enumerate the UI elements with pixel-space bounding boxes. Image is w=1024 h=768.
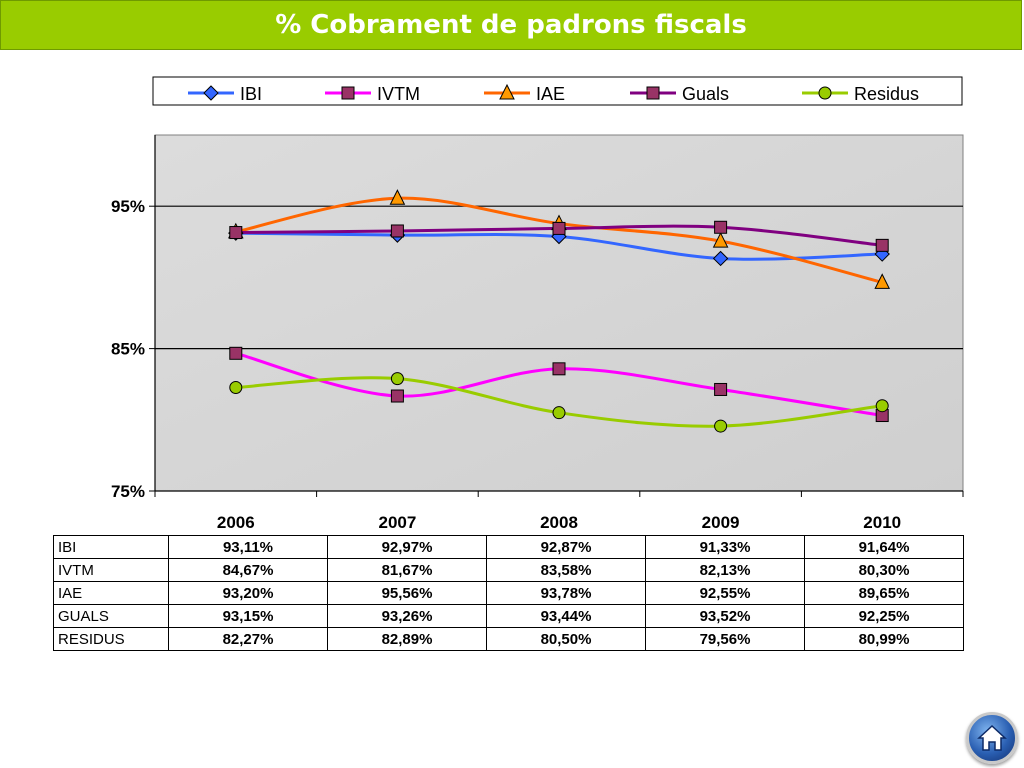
table-cell: 92,25%	[804, 604, 964, 628]
table-cell: 95,56%	[327, 581, 487, 605]
point-guals	[390, 224, 404, 238]
table-cell: 91,33%	[645, 535, 805, 559]
table-cell: 83,58%	[486, 558, 646, 582]
table-cell: 89,65%	[804, 581, 964, 605]
point-guals	[229, 226, 243, 240]
table-cell: 93,20%	[168, 581, 328, 605]
axes: 75% 85% 95%	[111, 135, 964, 501]
table-row: IVTM 84,67% 81,67% 83,58% 82,13% 80,30%	[53, 558, 964, 582]
table-cell: 80,50%	[486, 627, 646, 651]
plot-area	[154, 134, 964, 492]
table-cell: 93,44%	[486, 604, 646, 628]
legend-marker-guals	[646, 86, 660, 100]
table-cell: 80,30%	[804, 558, 964, 582]
point-ivtm	[552, 362, 566, 376]
point-iae	[874, 273, 891, 289]
home-button[interactable]	[966, 712, 1018, 764]
table-row: RESIDUS 82,27% 82,89% 80,50% 79,56% 80,99%	[53, 627, 964, 651]
table-row: IAE 93,20% 95,56% 93,78% 92,55% 89,65%	[53, 581, 964, 605]
table-cell: 93,15%	[168, 604, 328, 628]
legend-label-ivtm: IVTM	[377, 84, 420, 104]
point-guals	[552, 221, 566, 235]
point-residus	[875, 399, 889, 413]
point-ivtm	[390, 389, 404, 403]
x-tick-label: 2009	[702, 513, 740, 532]
table-cell: 93,11%	[168, 535, 328, 559]
page-title: % Cobrament de padrons fiscals	[275, 10, 747, 40]
point-residus	[229, 380, 243, 394]
table-cell: 93,26%	[327, 604, 487, 628]
point-guals	[875, 238, 889, 252]
table-cell: 92,87%	[486, 535, 646, 559]
x-tick-label: 2010	[863, 513, 901, 532]
y-tick-label: 85%	[111, 340, 145, 359]
table-row: GUALS 93,15% 93,26% 93,44% 93,52% 92,25%	[53, 604, 964, 628]
table-cell: 93,52%	[645, 604, 805, 628]
series-markers	[227, 189, 891, 433]
point-residus	[552, 406, 566, 420]
title-bar: % Cobrament de padrons fiscals	[0, 0, 1022, 50]
point-residus	[390, 372, 404, 386]
table-cell: 92,97%	[327, 535, 487, 559]
legend-label-iae: IAE	[536, 84, 565, 104]
legend-marker-iae	[499, 83, 515, 100]
data-table: IBI 93,11% 92,97% 92,87% 91,33% 91,64% IVTM 84,…	[53, 535, 964, 651]
table-cell: 82,89%	[327, 627, 487, 651]
table-row: IBI 93,11% 92,97% 92,87% 91,33% 91,64%	[53, 535, 964, 559]
table-cell: 81,67%	[327, 558, 487, 582]
point-guals	[714, 220, 728, 234]
row-label: IAE	[53, 581, 169, 605]
legend-label-guals: Guals	[682, 84, 729, 104]
table-cell: 82,27%	[168, 627, 328, 651]
row-label: GUALS	[53, 604, 169, 628]
legend-marker-residus	[818, 86, 832, 100]
table-cell: 91,64%	[804, 535, 964, 559]
chart-legend: IBI IVTM IAE Guals Residus	[152, 76, 963, 106]
point-ibi	[712, 250, 729, 267]
x-tick-label: 2007	[378, 513, 416, 532]
legend-label-residus: Residus	[854, 84, 919, 104]
point-residus	[714, 419, 728, 433]
line-chart: IBI IVTM IAE Guals Residus 75%85%95% 2006 200…	[111, 76, 964, 532]
y-tick-label: 95%	[111, 197, 145, 216]
point-ivtm	[229, 346, 243, 360]
table-cell: 82,13%	[645, 558, 805, 582]
x-tick-label: 2008	[540, 513, 578, 532]
table-cell: 93,78%	[486, 581, 646, 605]
gridlines	[155, 205, 963, 350]
point-ivtm	[714, 382, 728, 396]
table-cell: 92,55%	[645, 581, 805, 605]
x-tick-label: 2006	[217, 513, 255, 532]
point-iae	[712, 231, 729, 248]
table-cell: 84,67%	[168, 558, 328, 582]
y-tick-label: 75%	[111, 482, 145, 501]
row-label: IBI	[53, 535, 169, 559]
home-icon	[977, 724, 1007, 751]
row-label: IVTM	[53, 558, 169, 582]
table-cell: 80,99%	[804, 627, 964, 651]
legend-marker-ivtm	[341, 86, 355, 100]
table-cell: 79,56%	[645, 627, 805, 651]
legend-label-ibi: IBI	[240, 84, 262, 104]
row-label: RESIDUS	[53, 627, 169, 651]
point-iae	[389, 189, 406, 205]
legend-marker-ibi	[203, 85, 219, 101]
x-tick-labels: 2006 2007 2008 2009 2010	[217, 513, 901, 532]
